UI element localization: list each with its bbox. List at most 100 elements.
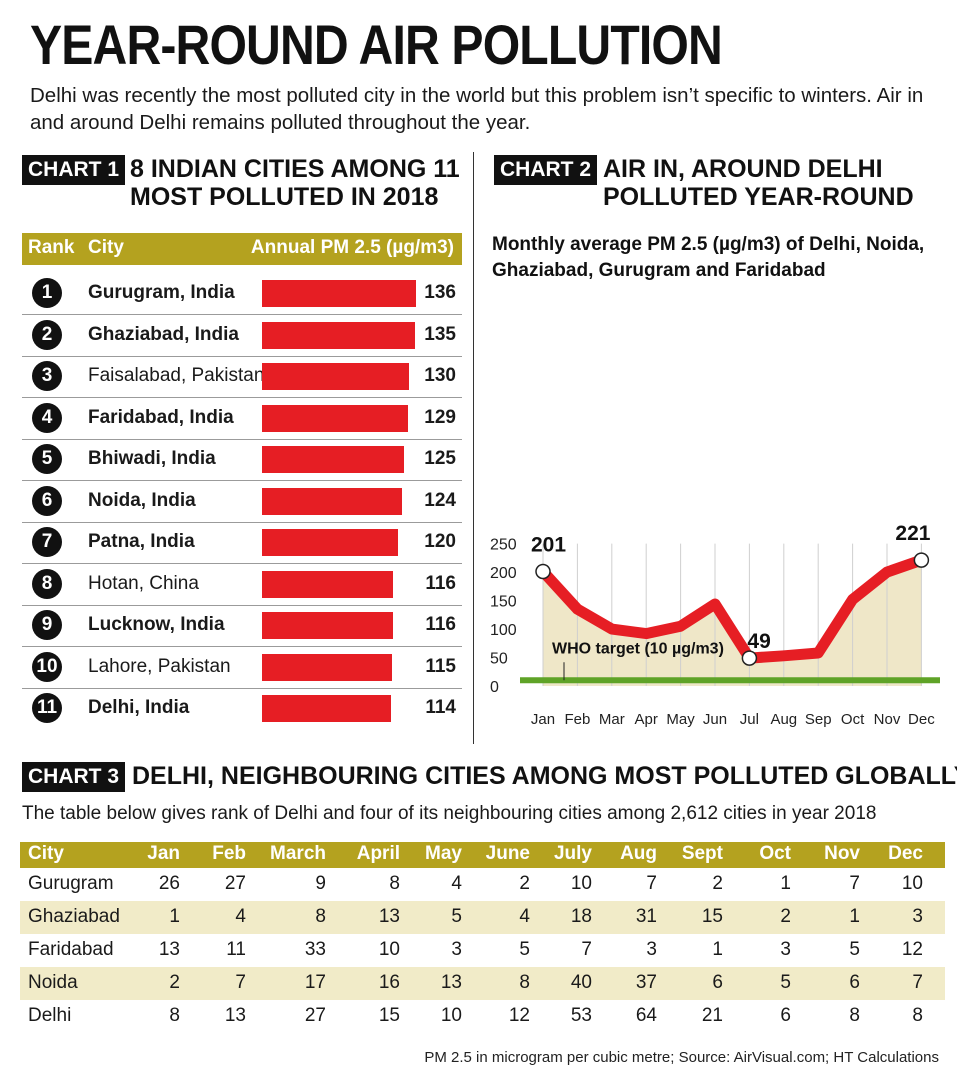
chart3-rank-cell: 7	[849, 873, 860, 894]
chart1-bar	[262, 653, 393, 681]
chart3-rank-cell: 7	[646, 873, 657, 894]
chart2-heading: AIR IN, AROUND DELHI POLLUTED YEAR-ROUND	[603, 155, 914, 211]
chart1-value-label: 116	[425, 572, 456, 594]
chart3-rank-cell: 53	[570, 1005, 592, 1026]
chart3-rank-cell: Aug	[620, 843, 657, 864]
column-divider	[473, 152, 474, 744]
chart1-city-label: Faisalabad, Pakistan	[88, 365, 265, 386]
chart3-rank-cell: 4	[451, 873, 462, 894]
chart3-rank-cell: April	[356, 843, 400, 864]
chart3-subtitle: The table below gives rank of Delhi and …	[22, 803, 877, 824]
chart3-rank-cell: 33	[304, 939, 326, 960]
chart2-subtitle: Monthly average PM 2.5 (µg/m3) of Delhi,…	[492, 234, 925, 281]
chart2-xtick-label: Mar	[599, 711, 625, 728]
chart1-value-label: 114	[425, 697, 456, 718]
chart2-xtick-label: Jan	[531, 711, 555, 728]
chart3-rank-cell: 10	[901, 873, 923, 894]
chart3-rank-cell: Feb	[212, 843, 246, 864]
chart3-rank-cell: 16	[378, 972, 400, 993]
chart1-city-label: Gurugram, India	[88, 282, 235, 303]
rank-badge: 8	[32, 568, 62, 599]
chart1-row: 2 Ghaziabad, India 135	[22, 315, 462, 357]
chart3-rank-cell: Sept	[681, 843, 723, 864]
chart3-rank-cell: Jan	[147, 843, 180, 864]
table-row: Delhi 8 13 27 15 10 12 53 64 21 6 8 8	[20, 1000, 945, 1033]
chart3-rank-cell: 12	[901, 939, 923, 960]
chart2-ytick-label: 0	[490, 679, 499, 696]
chart1-city-label: Lahore, Pakistan	[88, 655, 231, 677]
chart2-xtick-label: Jul	[740, 711, 759, 728]
chart3-rank-cell: 11	[226, 939, 246, 960]
chart3-rank-cell: 13	[158, 939, 180, 960]
chart2-point-marker	[535, 563, 551, 580]
chart1-bar	[262, 321, 415, 349]
chart3-rank-cell: 6	[780, 1005, 791, 1026]
chart1-heading: 8 INDIAN CITIES AMONG 11 MOST POLLUTED I…	[130, 155, 460, 211]
chart3-rank-cell: 2	[169, 972, 180, 993]
chart3-heading: DELHI, NEIGHBOURING CITIES AMONG MOST PO…	[132, 762, 957, 790]
chart2-ytick-label: 100	[490, 622, 517, 639]
chart3-rank-cell: 7	[912, 972, 923, 993]
chart1-value-label: 124	[424, 489, 456, 511]
chart3-rank-cell: Nov	[824, 843, 860, 864]
chart3-rank-cell: 5	[451, 906, 462, 927]
chart1-value-label: 120	[424, 531, 456, 552]
chart2-ytick-label: 150	[490, 594, 517, 611]
chart3-rank-cell: 3	[451, 939, 462, 960]
chart2-point-marker	[913, 552, 930, 568]
rank-badge: 3	[32, 361, 62, 391]
rank-badge: 10	[32, 651, 62, 682]
chart1-value-label: 115	[425, 655, 456, 677]
chart1-bar	[262, 363, 410, 390]
chart3-rank-cell: 18	[570, 906, 592, 927]
rank-badge: 2	[32, 319, 62, 350]
chart2-line-chart: 0 50 100 150 200 250 WHO target (10 µg/m3) 201 4…	[490, 522, 940, 728]
table-row: Gurugram 26 27 9 8 4 2 10 7 2 1 7 10	[20, 868, 945, 901]
chart3-rank-cell: 8	[315, 906, 326, 927]
source-note: PM 2.5 in microgram per cubic metre; Sou…	[424, 1049, 939, 1066]
chart3-rank-cell: 26	[158, 873, 180, 894]
chart3-rank-cell: 10	[570, 873, 592, 894]
chart3-rank-cell: 64	[635, 1005, 657, 1026]
chart3-city-cell: Faridabad	[28, 939, 114, 960]
chart1-row: 1 Gurugram, India 136	[22, 273, 462, 315]
chart1-row: 5 Bhiwadi, India 125	[22, 439, 462, 481]
table-row: Ghaziabad 1 4 8 13 5 4 18 31 15 2 1 3	[20, 901, 945, 934]
chart3-rank-cell: 4	[519, 906, 530, 927]
chart3-rank-cell: 3	[646, 939, 657, 960]
chart3-rank-cell: 27	[224, 873, 246, 894]
chart1-value-label: 130	[424, 365, 456, 386]
chart3-rank-cell: 8	[169, 1005, 180, 1026]
chart2-xtick-label: Dec	[908, 711, 935, 728]
chart1-bar	[262, 529, 398, 556]
chart2-xtick-label: Apr	[635, 711, 658, 728]
chart3-rank-cell: May	[425, 843, 462, 864]
chart1-row: 10 Lahore, Pakistan 115	[22, 647, 462, 689]
chart1-city-label: Patna, India	[88, 531, 195, 552]
chart2-ytick-label: 200	[490, 565, 517, 582]
chart3-rank-cell: 8	[912, 1005, 923, 1026]
chart2-xtick-label: May	[666, 711, 695, 728]
chart3-rank-cell: 1	[169, 906, 180, 927]
chart2-ytick-label: 50	[490, 651, 508, 668]
rank-badge: 1	[32, 278, 62, 308]
chart3-rank-cell: 10	[440, 1005, 462, 1026]
chart1-value-label: 129	[424, 406, 456, 428]
chart1-row: 8 Hotan, China 116	[22, 564, 462, 606]
chart3-rank-cell: 6	[849, 972, 860, 993]
chart1-row: 3 Faisalabad, Pakistan 130	[22, 356, 462, 398]
chart3-rank-cell: 7	[581, 939, 592, 960]
chart3-rank-cell: 1	[780, 873, 791, 894]
chart3-rank-cell: 21	[701, 1005, 723, 1026]
chart3-rank-cell: 9	[315, 873, 326, 894]
rank-badge: 7	[32, 527, 62, 557]
chart3-rank-cell: 10	[378, 939, 400, 960]
chart2-series-line	[537, 554, 927, 664]
rank-badge: 6	[32, 485, 62, 516]
rank-badge: 9	[32, 610, 62, 640]
chart3-rank-cell: Oct	[759, 843, 791, 864]
chart3-city-cell: Gurugram	[28, 873, 114, 894]
chart2-xtick-label: Nov	[874, 711, 901, 728]
chart3-rank-cell: 5	[849, 939, 860, 960]
chart2-xtick-label: Oct	[841, 711, 865, 728]
